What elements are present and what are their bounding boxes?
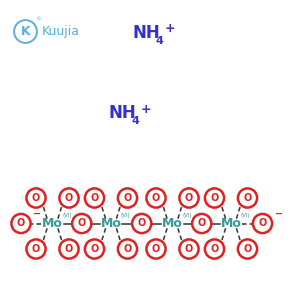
Text: O: O xyxy=(65,244,73,254)
Text: (VI): (VI) xyxy=(241,213,250,218)
Text: (VI): (VI) xyxy=(121,213,130,218)
Text: NH: NH xyxy=(132,23,160,41)
Text: Mo: Mo xyxy=(100,217,122,230)
Text: O: O xyxy=(258,218,267,229)
Text: Mo: Mo xyxy=(220,217,242,230)
Text: Mo: Mo xyxy=(162,217,183,230)
Text: −: − xyxy=(274,209,283,219)
Text: +: + xyxy=(140,103,151,116)
Text: O: O xyxy=(17,218,25,229)
Text: NH: NH xyxy=(108,104,136,122)
Text: Mo: Mo xyxy=(42,217,63,230)
Text: O: O xyxy=(123,244,132,254)
Text: O: O xyxy=(65,193,73,203)
Text: O: O xyxy=(210,244,219,254)
Text: O: O xyxy=(198,218,206,229)
Text: O: O xyxy=(243,193,252,203)
Text: O: O xyxy=(152,244,160,254)
Text: 4: 4 xyxy=(132,116,140,127)
Text: O: O xyxy=(32,244,40,254)
Text: O: O xyxy=(243,244,252,254)
Text: 4: 4 xyxy=(156,35,164,46)
Text: O: O xyxy=(152,193,160,203)
Text: O: O xyxy=(138,218,146,229)
Text: Kuujia: Kuujia xyxy=(41,25,80,38)
Text: +: + xyxy=(164,22,175,35)
Text: O: O xyxy=(32,193,40,203)
Text: O: O xyxy=(90,244,99,254)
Text: O: O xyxy=(90,193,99,203)
Text: (VI): (VI) xyxy=(182,213,192,218)
Text: −: − xyxy=(33,209,41,219)
Text: ®: ® xyxy=(36,18,41,22)
Text: K: K xyxy=(21,25,30,38)
Text: O: O xyxy=(210,193,219,203)
Text: (VI): (VI) xyxy=(62,213,72,218)
Text: O: O xyxy=(78,218,86,229)
Text: O: O xyxy=(123,193,132,203)
Text: O: O xyxy=(185,244,193,254)
Text: O: O xyxy=(185,193,193,203)
